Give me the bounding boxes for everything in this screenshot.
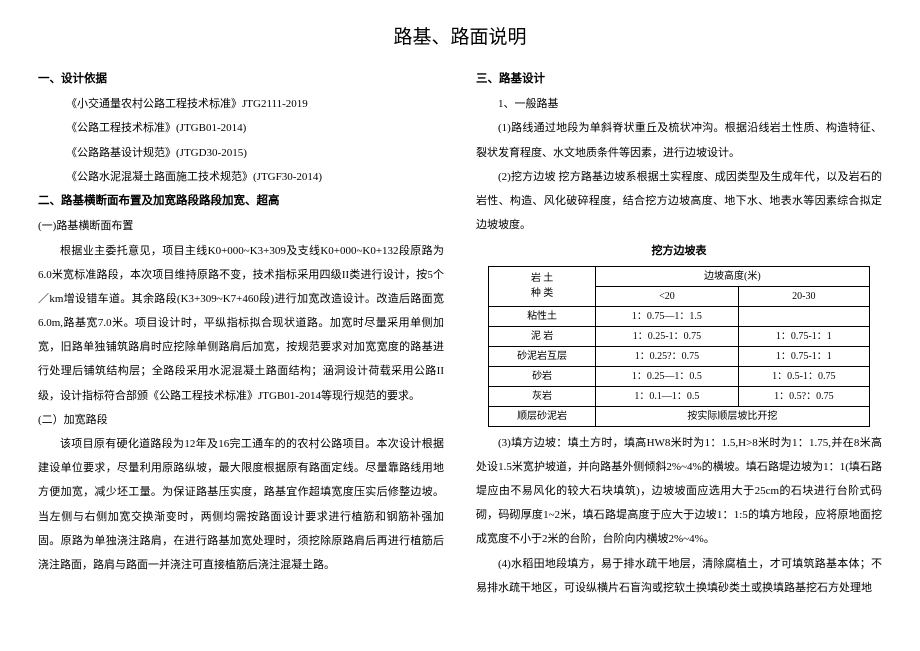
paragraph: 该项目原有硬化道路段为12年及16完工通车的的农村公路项目。本次设计根据建设单位…	[38, 432, 444, 577]
section-2-heading: 二、路基横断面布置及加宽路段路段加宽、超高	[38, 189, 444, 214]
table-row: 泥 岩 1：0.25-1：0.75 1：0.75-1：1	[489, 326, 870, 346]
ref-item: 《公路路基设计规范》(JTGD30-2015)	[38, 141, 444, 165]
table-head: 边坡高度(米)	[595, 266, 869, 286]
right-column: 三、路基设计 1、一般路基 (1)路线通过地段为单斜脊状重丘及梳状冲沟。根据沿线…	[476, 67, 882, 600]
table-head: <20	[595, 286, 738, 306]
subsection-heading: 1、一般路基	[476, 92, 882, 116]
ref-item: 《公路工程技术标准》(JTGB01-2014)	[38, 116, 444, 140]
table-title: 挖方边坡表	[476, 239, 882, 263]
table-head: 20-30	[738, 286, 869, 306]
section-3-heading: 三、路基设计	[476, 67, 882, 92]
paragraph: (3)填方边坡：填土方时，填高HW8米时为1：1.5,H>8米时为1：1.75,…	[476, 431, 882, 552]
table-row: 粘性土 1：0.75—1：1.5	[489, 306, 870, 326]
ref-item: 《小交通量农村公路工程技术标准》JTG2111-2019	[38, 92, 444, 116]
ref-item: 《公路水泥混凝土路面施工技术规范》(JTGF30-2014)	[38, 165, 444, 189]
table-row: 灰岩 1：0.1—1：0.5 1：0.5?：0.75	[489, 386, 870, 406]
slope-table: 岩 土 种 类 边坡高度(米) <20 20-30 粘性土 1：0.75—1：1…	[488, 266, 870, 427]
subsection-heading: (一)路基横断面布置	[38, 214, 444, 238]
paragraph: (4)水稻田地段填方，易于排水疏干地层，清除腐植土，才可填筑路基本体；不易排水疏…	[476, 552, 882, 600]
section-1-heading: 一、设计依据	[38, 67, 444, 92]
table-head: 岩 土 种 类	[489, 266, 596, 306]
paragraph: 根据业主委托意见，项目主线K0+000~K3+309及支线K0+000~K0+1…	[38, 239, 444, 408]
paragraph: (2)挖方边坡 挖方路基边坡系根据土实程度、成因类型及生成年代，以及岩石的岩性、…	[476, 165, 882, 238]
two-column-layout: 一、设计依据 《小交通量农村公路工程技术标准》JTG2111-2019 《公路工…	[38, 67, 882, 600]
table-row: 砂岩 1：0.25—1：0.5 1：0.5-1：0.75	[489, 366, 870, 386]
subsection-heading: (二）加宽路段	[38, 408, 444, 432]
table-row: 砂泥岩互层 1：0.25?：0.75 1：0.75-1：1	[489, 346, 870, 366]
table-row: 顺层砂泥岩 按实际顺层坡比开挖	[489, 406, 870, 426]
page-title: 路基、路面说明	[38, 22, 882, 49]
paragraph: (1)路线通过地段为单斜脊状重丘及梳状冲沟。根据沿线岩土性质、构造特征、裂状发育…	[476, 116, 882, 164]
left-column: 一、设计依据 《小交通量农村公路工程技术标准》JTG2111-2019 《公路工…	[38, 67, 444, 600]
